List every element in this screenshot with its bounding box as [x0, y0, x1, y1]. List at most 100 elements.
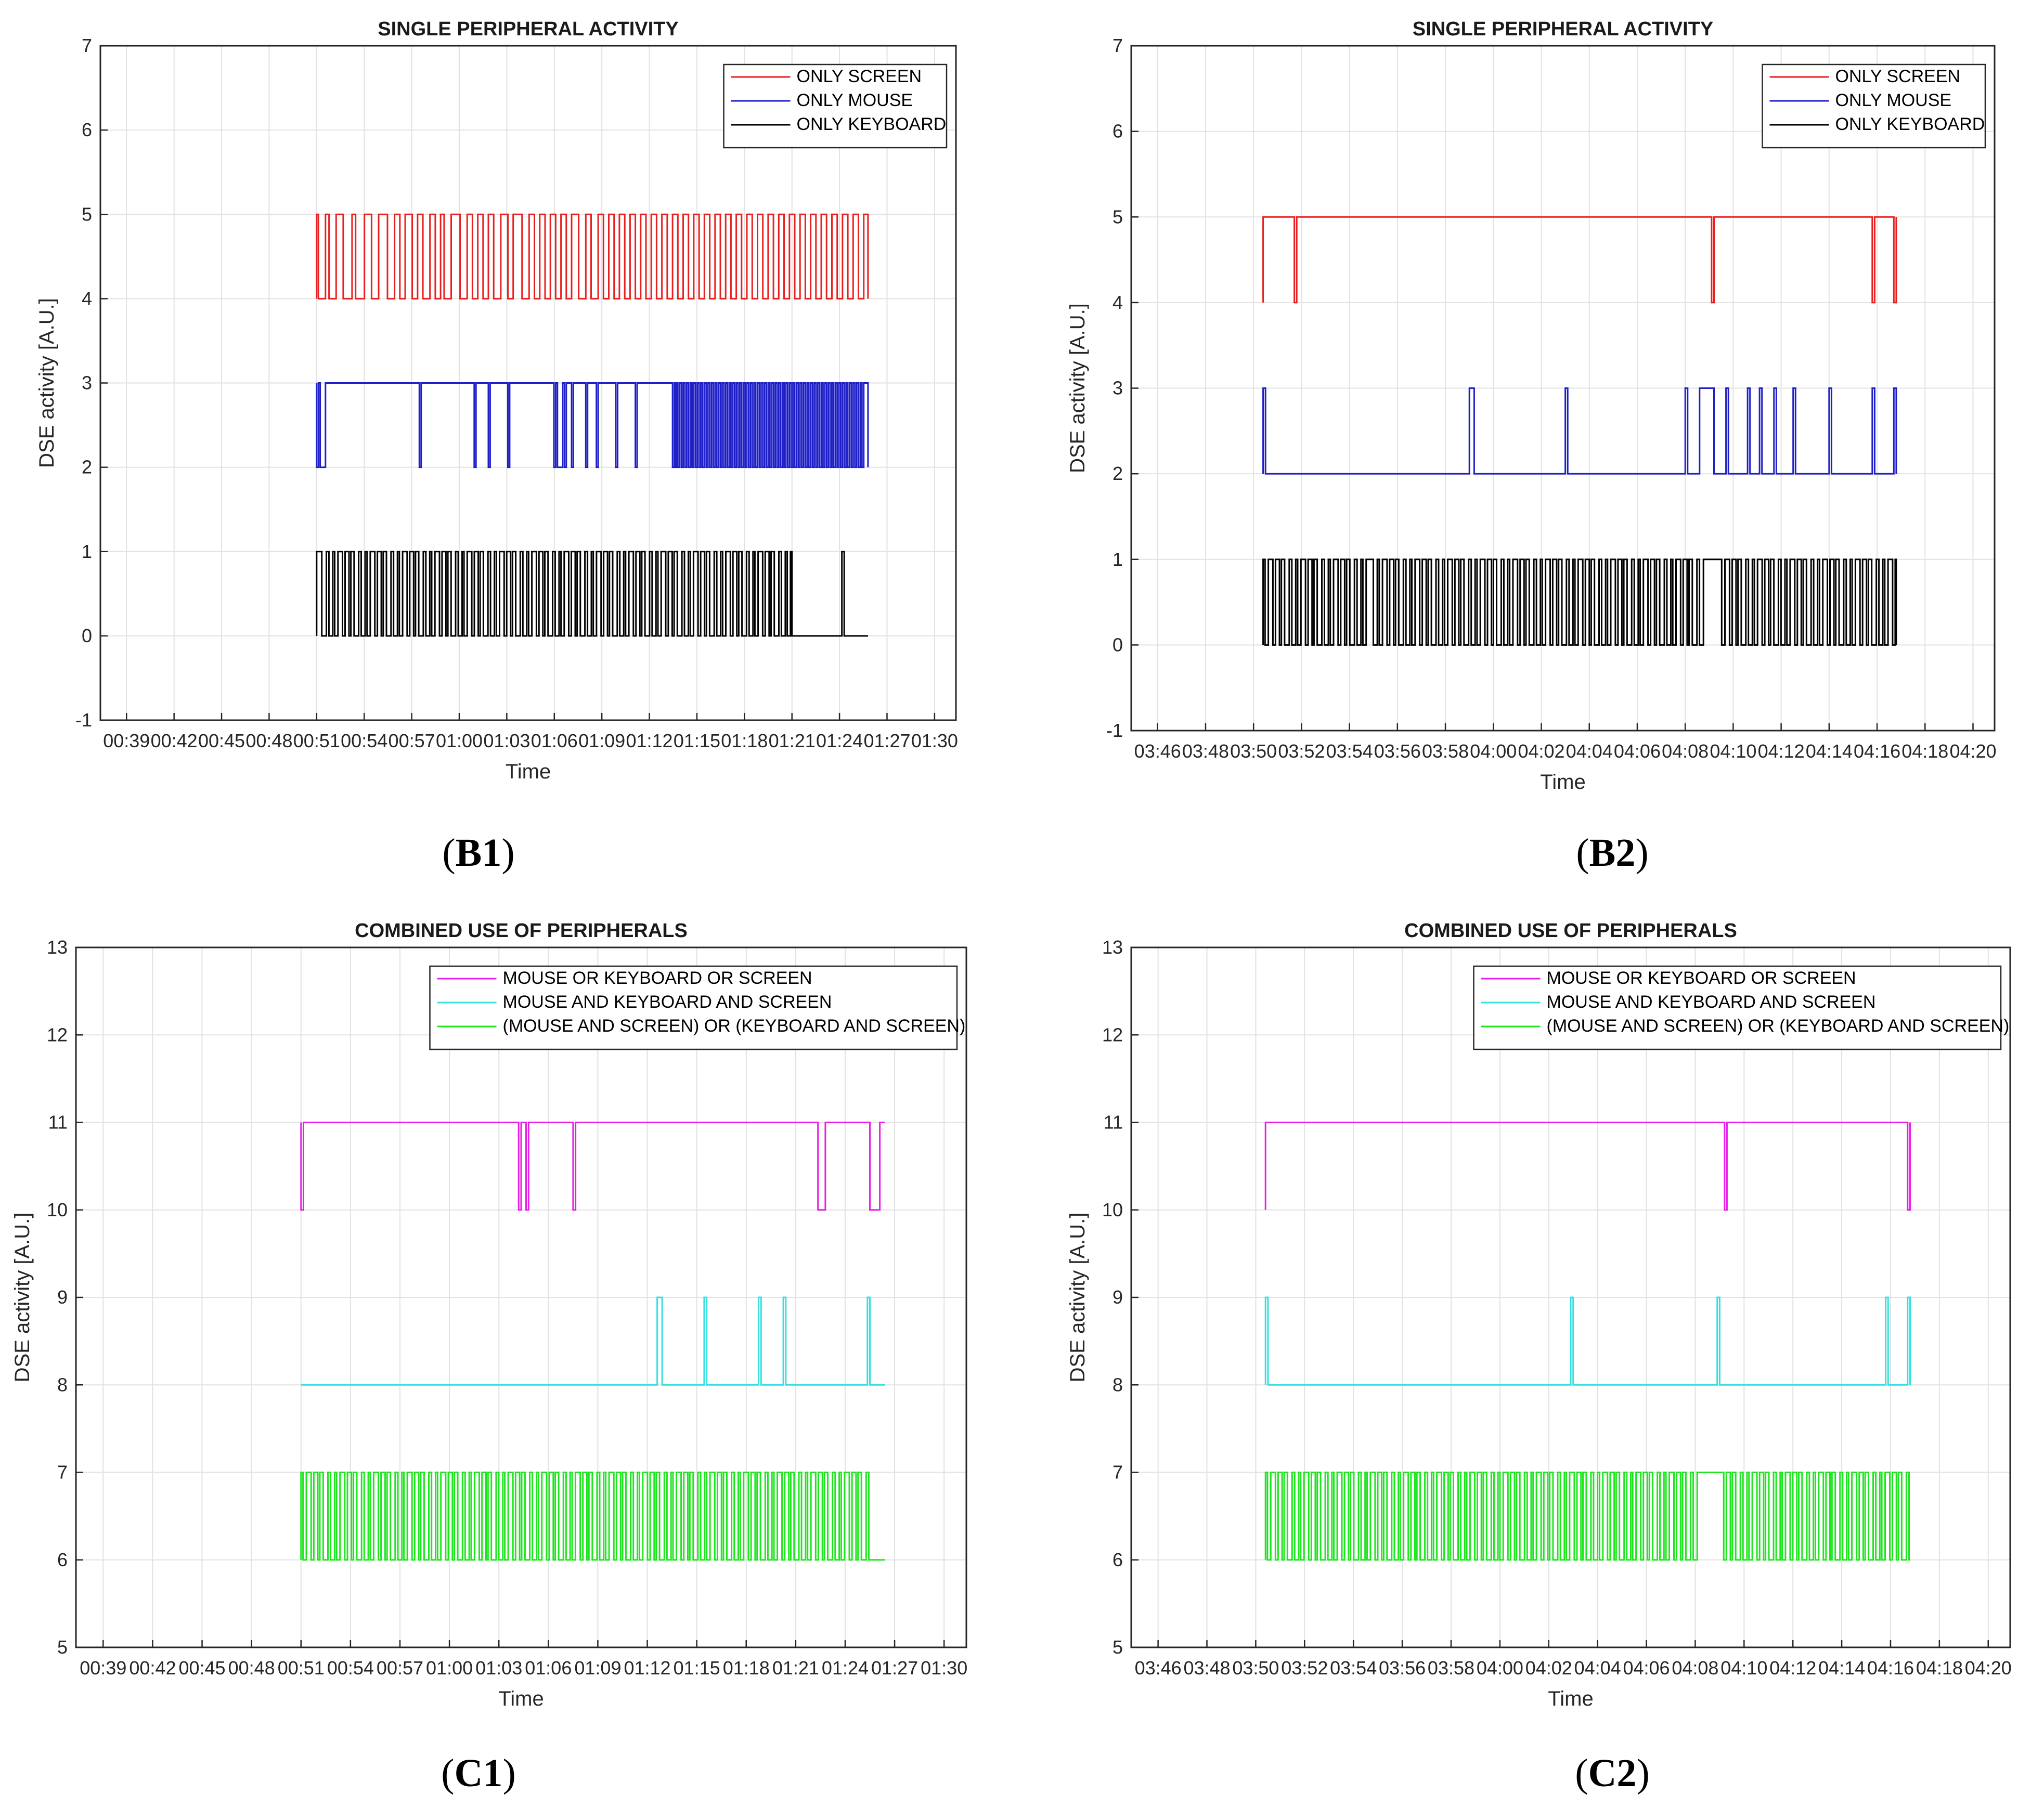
legend-label: (MOUSE AND SCREEN) OR (KEYBOARD AND SCRE…	[503, 1016, 966, 1036]
legend-box	[1473, 965, 2002, 1050]
x-tick-label: 00:48	[228, 1657, 275, 1679]
legend: ONLY SCREEN ONLY MOUSE ONLY KEYBOARD	[1762, 63, 1986, 149]
x-tick-label: 00:42	[129, 1657, 176, 1679]
chart-c2: 03:46 03:48 03:50 03:52 03:54 03:56 03:58 04:00…	[1066, 920, 2012, 1795]
x-tick-label: 03:46	[1134, 740, 1181, 762]
series-line-2	[316, 382, 869, 469]
y-tick-label: 1	[1112, 549, 1123, 570]
y-tick-label: 6	[57, 1549, 68, 1570]
y-tick-label: 9	[1112, 1286, 1123, 1308]
legend-label: ONLY KEYBOARD	[1835, 114, 1985, 134]
x-axis-label: Time	[506, 760, 551, 783]
legend-label: ONLY MOUSE	[1835, 90, 1952, 110]
y-tick-label: 6	[82, 119, 92, 140]
x-tick-label: 01:00	[436, 730, 483, 751]
series-line-1	[300, 1122, 885, 1211]
x-tick-label: 03:58	[1422, 740, 1469, 762]
legend-label: MOUSE OR KEYBOARD OR SCREEN	[1547, 968, 1856, 988]
x-tick-label: 04:20	[1965, 1657, 2012, 1679]
x-tick-label: 00:57	[389, 730, 435, 751]
x-tick-label: 01:06	[525, 1657, 572, 1679]
legend-box	[1762, 63, 1986, 149]
x-tick-label: 01:30	[921, 1657, 967, 1679]
legend-label: ONLY SCREEN	[1835, 67, 1961, 86]
legend: ONLY SCREEN ONLY MOUSE ONLY KEYBOARD	[723, 63, 948, 149]
series-line-3	[316, 551, 868, 637]
x-tick-label: 03:48	[1183, 1657, 1230, 1679]
x-tick-label: 04:02	[1518, 740, 1564, 762]
y-tick-label: 10	[1102, 1199, 1123, 1220]
series-line-1	[1264, 1122, 1911, 1211]
x-tick-label: 01:12	[626, 730, 672, 751]
y-tick-label: 11	[1104, 1112, 1123, 1133]
y-tick-label: 4	[1112, 292, 1123, 313]
y-tick-label: 0	[82, 625, 92, 646]
x-tick-label: 03:50	[1230, 740, 1277, 762]
x-tick-label: 04:12	[1769, 1657, 1816, 1679]
y-tick-label: 4	[82, 288, 92, 309]
y-tick-label: 3	[82, 372, 92, 394]
x-tick-label: 00:48	[245, 730, 292, 751]
y-tick-label: 1	[82, 541, 92, 562]
y-tick-label: 7	[57, 1462, 68, 1483]
x-tick-label: 01:27	[863, 730, 910, 751]
x-tick-label: 04:10	[1720, 1657, 1767, 1679]
x-tick-label: 04:04	[1574, 1657, 1621, 1679]
y-tick-label: 12	[1102, 1024, 1123, 1045]
y-tick-label: 5	[1112, 206, 1123, 227]
x-tick-label: 04:06	[1623, 1657, 1670, 1679]
y-tick-label: -1	[75, 709, 92, 731]
series-group	[316, 213, 869, 637]
series-line-3	[1264, 1472, 1910, 1561]
x-tick-label: 01:30	[911, 730, 958, 751]
x-tick-label: 01:06	[531, 730, 578, 751]
x-tick-label: 03:56	[1374, 740, 1421, 762]
x-tick-label: 03:54	[1330, 1657, 1377, 1679]
x-tick-label: 03:56	[1379, 1657, 1426, 1679]
x-tick-label: 03:52	[1281, 1657, 1328, 1679]
x-tick-label: 03:46	[1135, 1657, 1182, 1679]
y-tick-label: 10	[47, 1199, 68, 1220]
x-tick-label: 01:24	[816, 730, 863, 751]
series-line-1	[1262, 216, 1897, 304]
x-tick-label: 00:45	[198, 730, 245, 751]
y-tick-label: 13	[1102, 937, 1123, 958]
x-tick-label: 00:39	[80, 1657, 126, 1679]
x-tick-label: 04:16	[1867, 1657, 1914, 1679]
x-tick-label: 01:12	[624, 1657, 670, 1679]
chart-title: SINGLE PERIPHERAL ACTIVITY	[378, 18, 679, 40]
chart-title: COMBINED USE OF PERIPHERALS	[1404, 920, 1737, 942]
legend-label: ONLY KEYBOARD	[797, 114, 947, 134]
y-tick-label: 2	[82, 457, 92, 478]
x-tick-label: 00:57	[377, 1657, 423, 1679]
x-tick-label: 01:09	[578, 730, 625, 751]
legend-label: MOUSE AND KEYBOARD AND SCREEN	[1547, 992, 1876, 1012]
x-tick-label: 03:58	[1428, 1657, 1474, 1679]
series-group	[1262, 216, 1897, 646]
x-tick-label: 01:03	[483, 730, 530, 751]
x-tick-label: 04:14	[1818, 1657, 1865, 1679]
x-axis-label: Time	[498, 1687, 544, 1710]
x-tick-label: 00:54	[327, 1657, 374, 1679]
x-tick-label: 04:12	[1758, 740, 1805, 762]
y-tick-label: 12	[47, 1024, 68, 1045]
x-tick-label: 04:10	[1710, 740, 1756, 762]
series-line-3	[300, 1472, 885, 1561]
x-tick-label: 01:00	[426, 1657, 473, 1679]
grid	[76, 947, 966, 1648]
series-group	[1264, 1122, 1911, 1561]
x-tick-label: 00:45	[178, 1657, 225, 1679]
x-tick-label: 03:50	[1232, 1657, 1279, 1679]
y-tick-label: 7	[1112, 35, 1123, 56]
x-axis-label: Time	[1548, 1687, 1593, 1710]
y-axis-label: DSE activity [A.U.]	[1066, 303, 1089, 473]
x-tick-label: 04:20	[1949, 740, 1996, 762]
legend-box	[429, 965, 958, 1050]
y-tick-label: 5	[1112, 1636, 1123, 1658]
legend-box	[723, 63, 948, 149]
series-line-2	[1262, 387, 1897, 475]
y-tick-label: 8	[57, 1374, 68, 1395]
x-tick-label: 04:18	[1916, 1657, 1963, 1679]
series-line-3	[1262, 558, 1897, 646]
